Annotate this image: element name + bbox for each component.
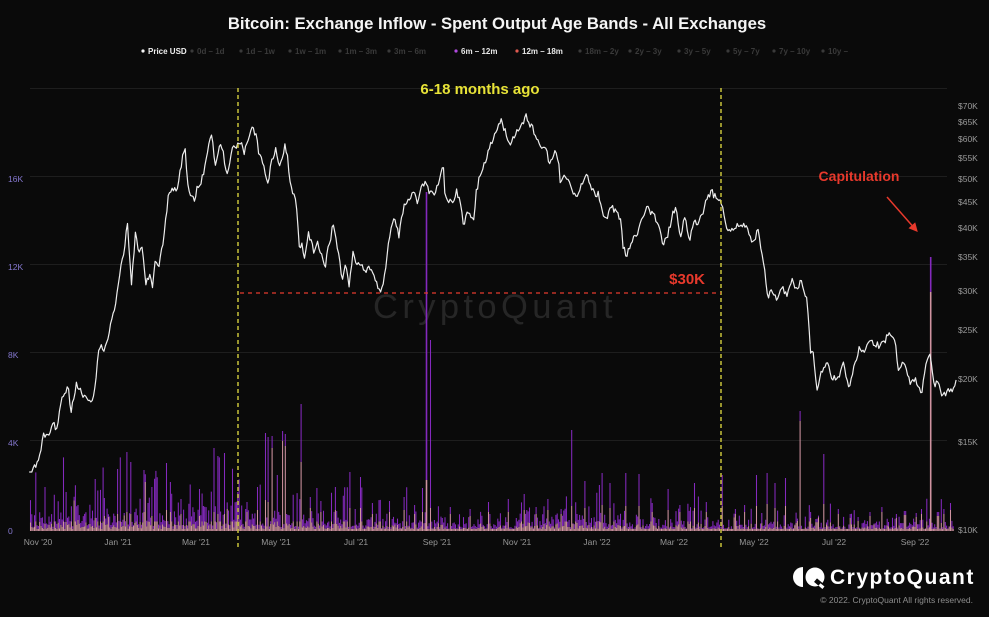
- svg-text:CryptoQuant: CryptoQuant: [830, 566, 975, 589]
- svg-text:3m – 6m: 3m – 6m: [394, 47, 426, 56]
- svg-text:$65K: $65K: [958, 117, 978, 127]
- svg-text:12K: 12K: [8, 262, 23, 272]
- svg-text:$15K: $15K: [958, 437, 978, 447]
- svg-text:$10K: $10K: [958, 525, 978, 535]
- svg-text:Jan '22: Jan '22: [583, 537, 610, 547]
- svg-text:$60K: $60K: [958, 134, 978, 144]
- svg-text:$25K: $25K: [958, 325, 978, 335]
- svg-text:$35K: $35K: [958, 252, 978, 262]
- svg-text:$55K: $55K: [958, 153, 978, 163]
- svg-text:$70K: $70K: [958, 101, 978, 111]
- svg-text:7y – 10y: 7y – 10y: [779, 47, 811, 56]
- svg-text:Sep '22: Sep '22: [901, 537, 930, 547]
- svg-text:Bitcoin: Exchange Inflow - Spe: Bitcoin: Exchange Inflow - Spent Output …: [228, 14, 766, 33]
- svg-text:CryptoQuant: CryptoQuant: [373, 288, 617, 326]
- svg-text:2y – 3y: 2y – 3y: [635, 47, 662, 56]
- svg-text:5y – 7y: 5y – 7y: [733, 47, 760, 56]
- svg-text:Sep '21: Sep '21: [423, 537, 452, 547]
- svg-text:$20K: $20K: [958, 374, 978, 384]
- svg-text:16K: 16K: [8, 174, 23, 184]
- svg-text:12m – 18m: 12m – 18m: [522, 47, 563, 56]
- svg-text:Mar '22: Mar '22: [660, 537, 688, 547]
- svg-text:18m – 2y: 18m – 2y: [585, 47, 619, 56]
- svg-text:4K: 4K: [8, 438, 19, 448]
- svg-text:10y –: 10y –: [828, 47, 849, 56]
- svg-text:$40K: $40K: [958, 223, 978, 233]
- svg-text:Jul '21: Jul '21: [344, 537, 369, 547]
- svg-text:Mar '21: Mar '21: [182, 537, 210, 547]
- svg-text:Nov '21: Nov '21: [503, 537, 532, 547]
- svg-text:$30K: $30K: [958, 286, 978, 296]
- svg-text:6m – 12m: 6m – 12m: [461, 47, 497, 56]
- svg-text:$50K: $50K: [958, 174, 978, 184]
- svg-text:Nov '20: Nov '20: [24, 537, 53, 547]
- svg-text:0: 0: [8, 526, 13, 536]
- svg-text:Capitulation: Capitulation: [819, 168, 900, 184]
- svg-text:$30K: $30K: [669, 271, 705, 288]
- svg-text:6-18 months ago: 6-18 months ago: [420, 81, 539, 98]
- svg-text:Jan '21: Jan '21: [104, 537, 131, 547]
- svg-text:3y – 5y: 3y – 5y: [684, 47, 711, 56]
- svg-text:© 2022. CryptoQuant All rights: © 2022. CryptoQuant All rights reserved.: [820, 595, 973, 605]
- svg-text:May '22: May '22: [739, 537, 769, 547]
- svg-text:8K: 8K: [8, 350, 19, 360]
- svg-text:1m – 3m: 1m – 3m: [345, 47, 377, 56]
- svg-text:May '21: May '21: [261, 537, 291, 547]
- svg-text:1w – 1m: 1w – 1m: [295, 47, 326, 56]
- svg-text:Price USD: Price USD: [148, 47, 187, 56]
- svg-text:Jul '22: Jul '22: [822, 537, 847, 547]
- svg-text:0d – 1d: 0d – 1d: [197, 47, 225, 56]
- svg-text:$45K: $45K: [958, 197, 978, 207]
- svg-text:1d – 1w: 1d – 1w: [246, 47, 276, 56]
